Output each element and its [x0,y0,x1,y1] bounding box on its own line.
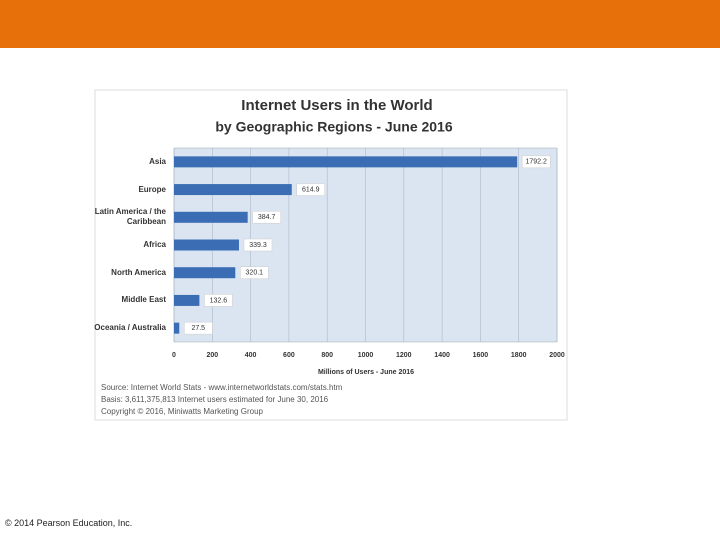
bar [174,211,248,223]
x-axis-label: Millions of Users - June 2016 [318,369,414,376]
x-tick-label: 200 [206,352,218,359]
y-tick-label: Latin America / the Caribbean [94,207,166,227]
value-label-box [296,183,326,196]
chart-subtitle: by Geographic Regions - June 2016 [215,119,453,135]
bar [174,239,239,251]
chart-title: Internet Users in the World [241,97,432,114]
bar [174,267,236,279]
value-label: 384.7 [258,214,276,221]
source-note: Source: Internet World Stats - www.inter… [101,383,343,392]
bar [174,184,292,196]
bar [174,156,518,168]
value-label-box [252,211,281,224]
value-label: 320.1 [246,270,264,277]
value-label: 27.5 [191,325,205,332]
value-label-box [240,266,269,279]
x-tick-label: 1400 [434,352,450,359]
x-tick-label: 1200 [396,352,412,359]
x-tick-label: 1000 [358,352,374,359]
bar [174,322,180,334]
y-tick-label: North America [111,267,166,277]
footer: © 2014 Pearson Education, Inc. [5,518,133,528]
value-label-box [184,321,213,335]
value-label-box [204,294,233,307]
y-tick-label: Middle East [121,295,166,305]
source-note: Copyright © 2016, Miniwatts Marketing Gr… [101,407,264,416]
value-label: 614.9 [302,186,320,193]
bar [174,294,200,306]
x-tick-label: 0 [172,352,176,359]
x-tick-label: 2000 [549,352,565,359]
y-tick-label: Oceania / Australia [94,323,166,333]
x-tick-label: 1600 [473,352,489,359]
value-label: 132.6 [210,297,228,304]
header-band [0,0,720,48]
x-tick-label: 400 [245,352,257,359]
value-label: 339.3 [249,242,267,249]
x-tick-label: 800 [321,352,333,359]
y-tick-label: Europe [138,184,166,194]
y-tick-label: Asia [149,156,166,166]
value-label-box [521,155,551,169]
x-tick-label: 600 [283,352,295,359]
y-tick-label: Africa [143,240,166,249]
source-note: Basis: 3,611,375,813 Internet users esti… [101,395,329,404]
value-label: 1792.2 [525,159,547,166]
value-label-box [243,238,273,252]
x-tick-label: 1800 [511,352,527,359]
